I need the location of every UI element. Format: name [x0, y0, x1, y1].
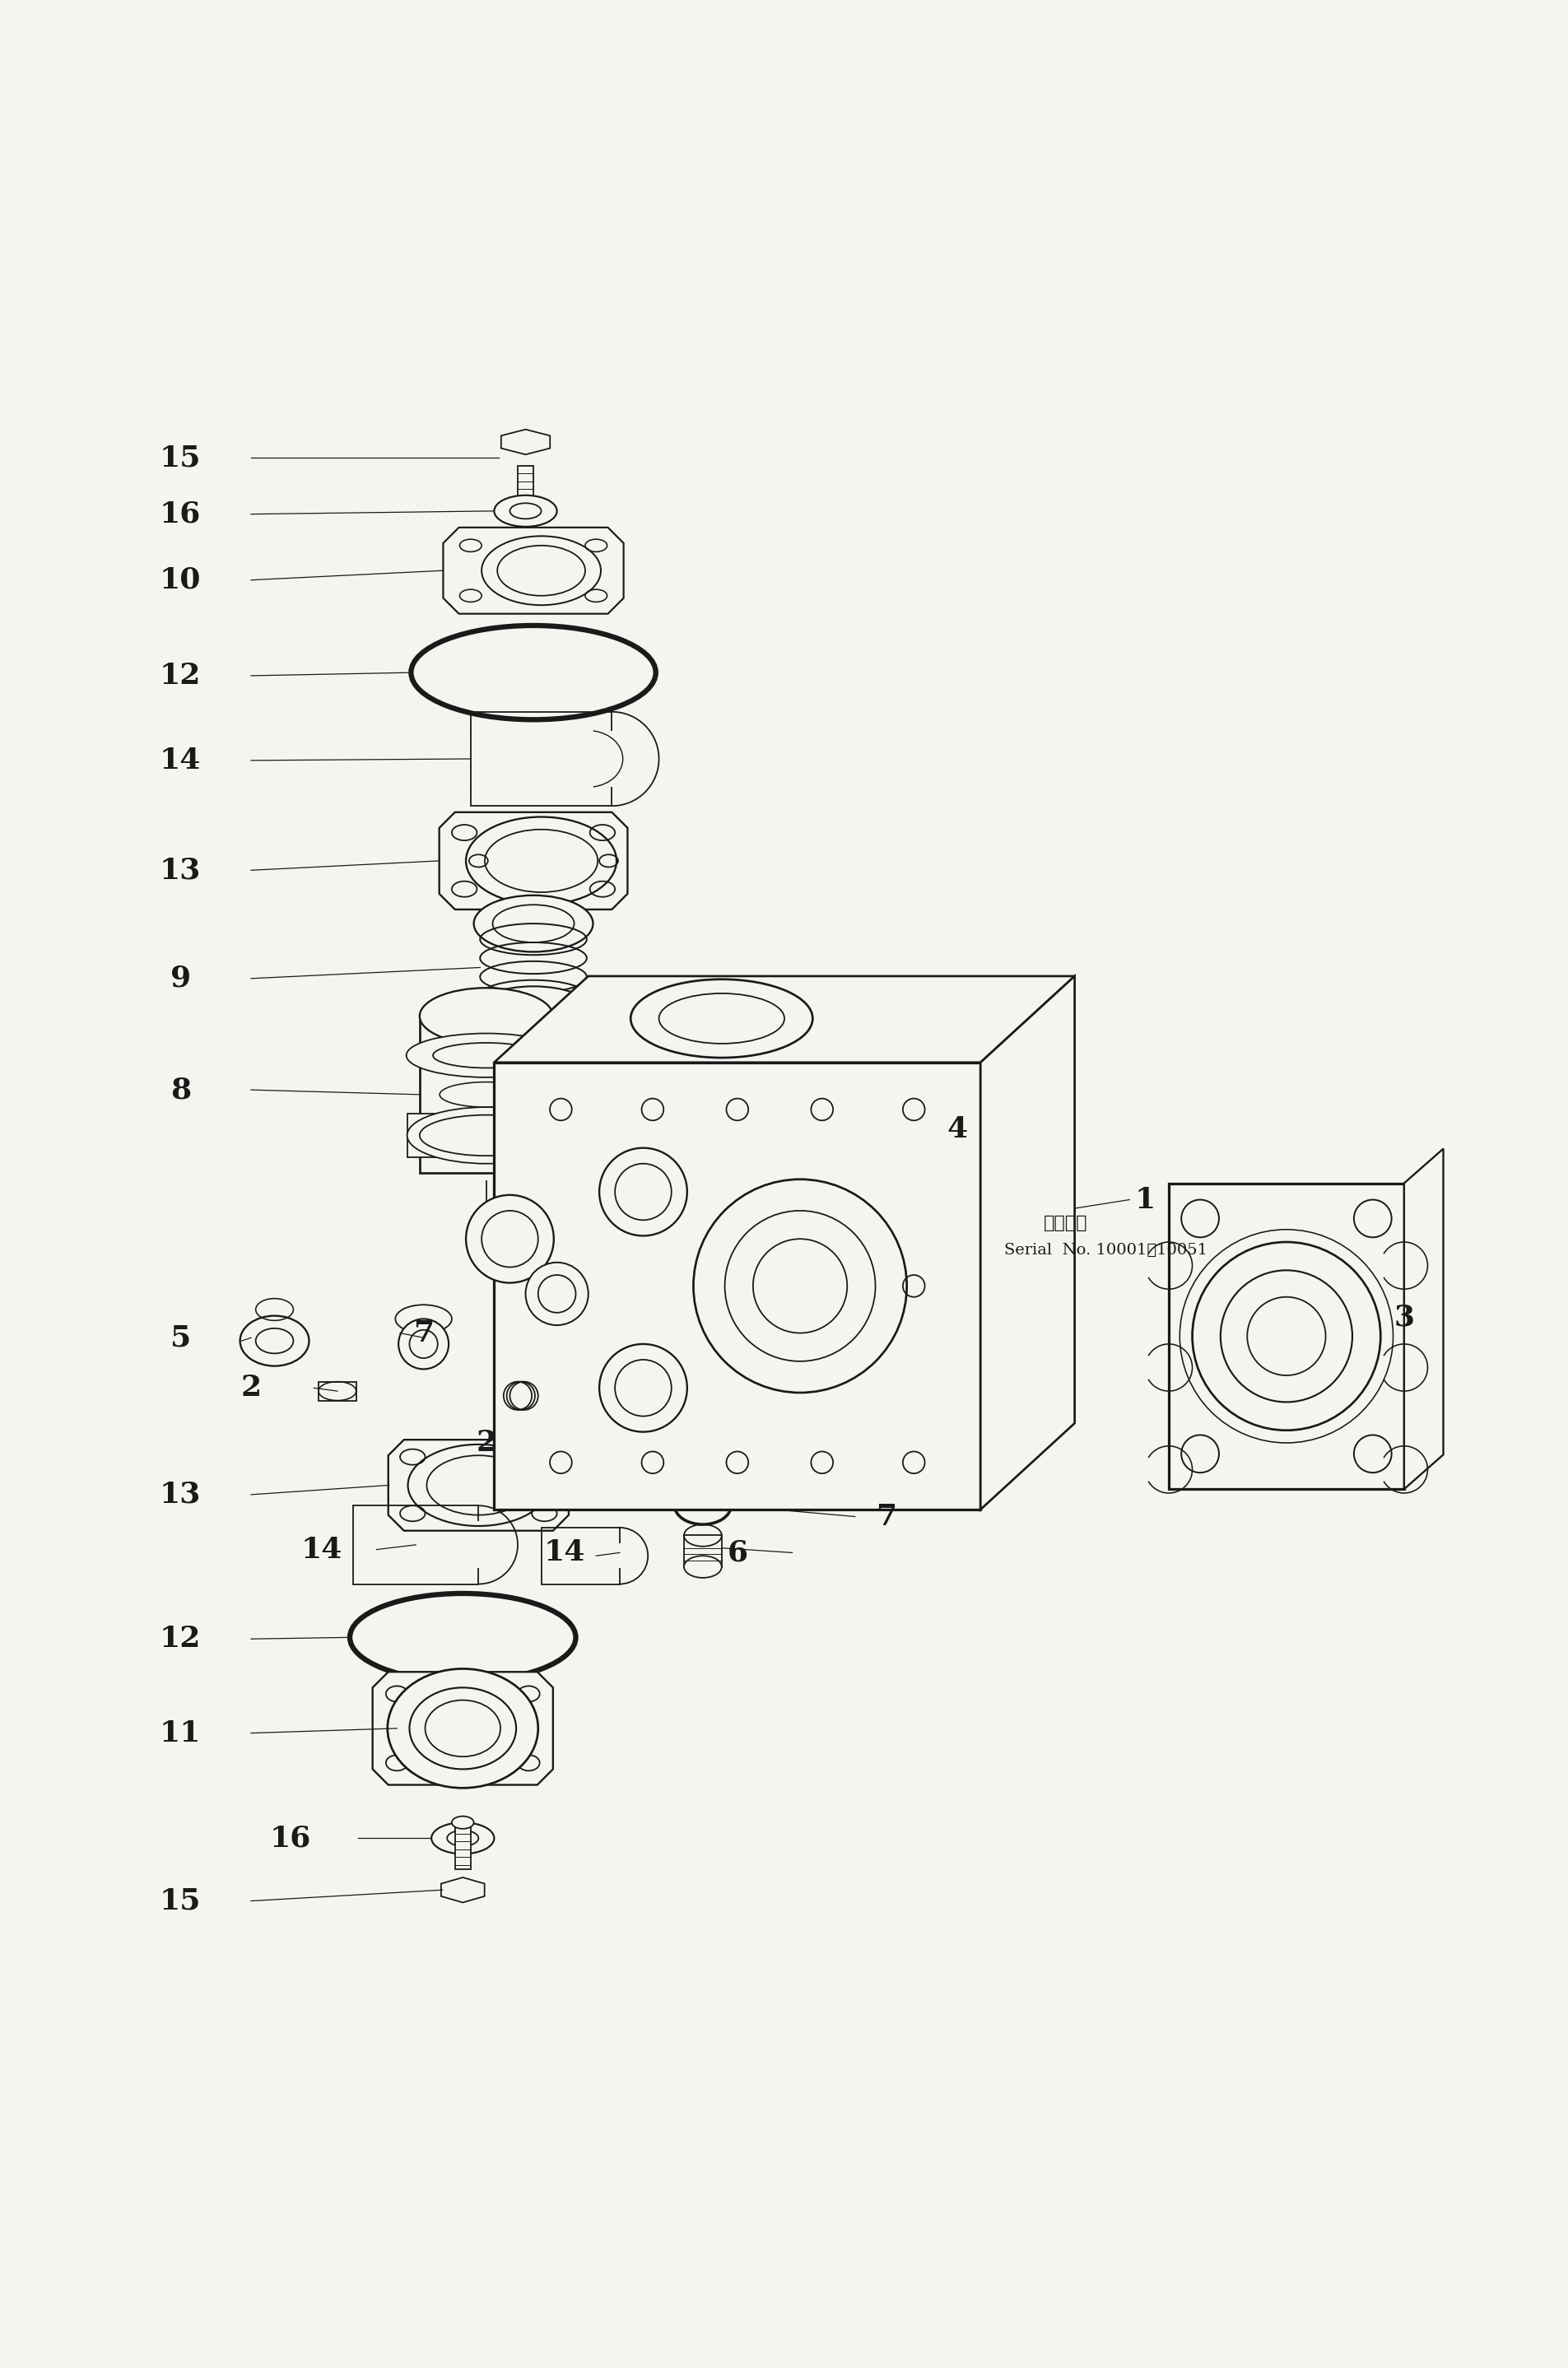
Ellipse shape — [510, 502, 541, 519]
Ellipse shape — [693, 1179, 906, 1392]
Ellipse shape — [599, 1148, 687, 1236]
Ellipse shape — [750, 1106, 787, 1137]
Text: 13: 13 — [160, 857, 201, 883]
Bar — [499, 1426, 536, 1444]
Text: 14: 14 — [160, 746, 201, 774]
Ellipse shape — [406, 1108, 564, 1163]
Ellipse shape — [477, 987, 590, 1030]
Ellipse shape — [474, 895, 593, 952]
Text: 16: 16 — [160, 500, 201, 528]
Bar — [408, 1113, 566, 1158]
Bar — [419, 1016, 554, 1172]
Ellipse shape — [494, 495, 557, 526]
Text: 2: 2 — [475, 1428, 497, 1456]
Text: 1: 1 — [1134, 1186, 1156, 1215]
Ellipse shape — [419, 987, 552, 1044]
Text: 2: 2 — [240, 1373, 262, 1402]
Text: 15: 15 — [160, 443, 201, 471]
Text: 8: 8 — [169, 1075, 191, 1103]
Text: 12: 12 — [160, 661, 201, 689]
Ellipse shape — [466, 1196, 554, 1283]
Bar — [517, 466, 533, 521]
Text: 12: 12 — [160, 1624, 201, 1653]
Text: 7: 7 — [875, 1504, 897, 1530]
Polygon shape — [441, 1878, 485, 1902]
Bar — [494, 1063, 980, 1508]
Polygon shape — [439, 812, 627, 909]
Text: 9: 9 — [169, 964, 191, 992]
Polygon shape — [442, 528, 624, 613]
Polygon shape — [500, 429, 550, 455]
Bar — [684, 1534, 721, 1568]
Text: 適用号機: 適用号機 — [1043, 1215, 1087, 1231]
Text: 5: 5 — [169, 1324, 191, 1352]
Ellipse shape — [514, 519, 536, 530]
Bar — [318, 1381, 356, 1399]
Ellipse shape — [240, 1317, 309, 1366]
Text: 6: 6 — [726, 1539, 748, 1568]
Text: 13: 13 — [160, 1480, 201, 1508]
Text: 15: 15 — [160, 1887, 201, 1916]
Bar — [1168, 1184, 1403, 1489]
Text: 14: 14 — [301, 1534, 342, 1563]
Polygon shape — [389, 1440, 568, 1530]
Text: 3: 3 — [1392, 1302, 1414, 1331]
Ellipse shape — [398, 1319, 448, 1369]
Polygon shape — [1403, 1148, 1443, 1489]
Text: 16: 16 — [270, 1823, 310, 1852]
Text: 14: 14 — [544, 1539, 585, 1568]
Polygon shape — [494, 976, 1074, 1063]
Text: 7: 7 — [412, 1319, 434, 1347]
Bar — [455, 1823, 470, 1871]
Text: 11: 11 — [160, 1719, 201, 1748]
Ellipse shape — [1192, 1243, 1380, 1430]
Text: Serial  No. 10001～10051: Serial No. 10001～10051 — [1004, 1243, 1207, 1257]
Polygon shape — [372, 1672, 552, 1785]
Ellipse shape — [431, 1823, 494, 1854]
Polygon shape — [980, 976, 1074, 1508]
Ellipse shape — [406, 1032, 566, 1077]
Ellipse shape — [387, 1669, 538, 1788]
Ellipse shape — [599, 1345, 687, 1433]
Ellipse shape — [452, 1816, 474, 1828]
Text: 10: 10 — [160, 566, 201, 594]
Text: 4: 4 — [946, 1115, 967, 1144]
Ellipse shape — [525, 1262, 588, 1326]
Ellipse shape — [409, 1688, 516, 1769]
Ellipse shape — [630, 980, 812, 1058]
Ellipse shape — [684, 1556, 721, 1577]
